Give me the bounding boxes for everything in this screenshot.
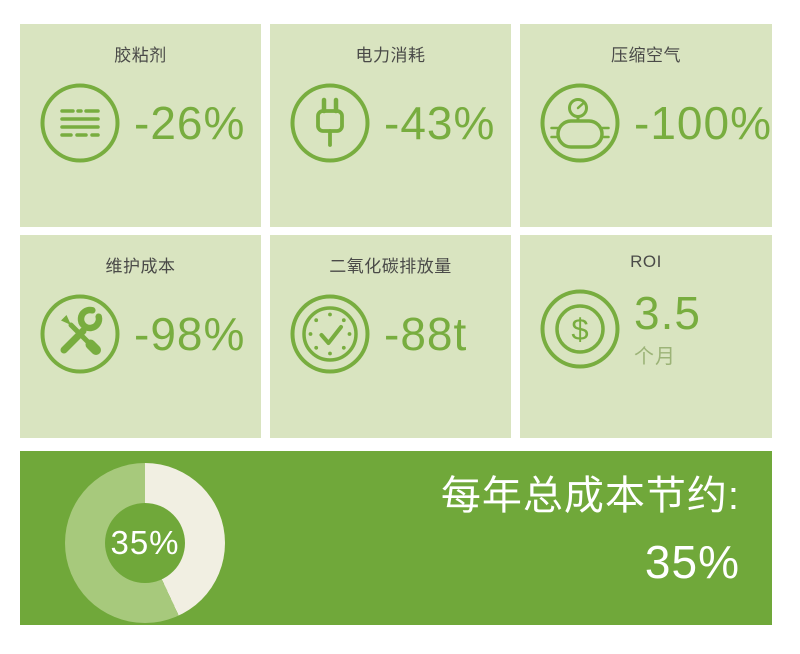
dollar-coin-icon: $ — [540, 289, 620, 369]
card-title: ROI — [630, 252, 662, 271]
metric-value: -43% — [384, 96, 496, 149]
metric-value: -98% — [134, 307, 246, 360]
summary-banner: 35% 每年总成本节约: 35% — [20, 451, 772, 625]
metric-card-roi: ROI $ 3.5 个月 — [520, 235, 772, 438]
savings-donut-chart: 35% — [65, 463, 225, 623]
metric-value: -26% — [134, 96, 246, 149]
metric-card-co2: 二氧化碳排放量 -88t — [270, 235, 512, 438]
metric-card-power: 电力消耗 -43% — [270, 24, 512, 227]
card-title: 维护成本 — [105, 257, 176, 276]
card-title: 电力消耗 — [355, 46, 426, 65]
metric-value: -88t — [384, 307, 468, 360]
donut-center-label: 35% — [110, 524, 180, 561]
metric-value: -100% — [634, 96, 772, 149]
banner-title: 每年总成本节约: — [440, 474, 740, 518]
card-title: 压缩空气 — [611, 46, 682, 65]
card-title: 胶粘剂 — [114, 46, 167, 65]
crossed-tools-icon — [40, 294, 120, 374]
metric-card-adhesive: 胶粘剂 -26% — [20, 24, 262, 227]
power-plug-icon — [290, 83, 370, 163]
adhesive-lines-icon — [40, 83, 120, 163]
banner-value: 35% — [644, 536, 740, 588]
clock-check-icon — [290, 294, 370, 374]
dollar-glyph: $ — [571, 312, 588, 347]
banner-text-block: 每年总成本节约: 35% — [441, 471, 740, 589]
metric-card-maintenance: 维护成本 -98% — [20, 235, 262, 438]
card-title: 二氧化碳排放量 — [329, 257, 452, 276]
metric-card-compressed-air: 压缩空气 -100% — [520, 24, 772, 227]
metric-value: 3.5 — [634, 286, 701, 339]
air-compressor-icon — [540, 83, 620, 163]
metrics-grid: 胶粘剂 -26% 电力消耗 — [20, 24, 772, 438]
metric-unit: 个月 — [634, 346, 677, 369]
donut-hole — [105, 503, 185, 583]
